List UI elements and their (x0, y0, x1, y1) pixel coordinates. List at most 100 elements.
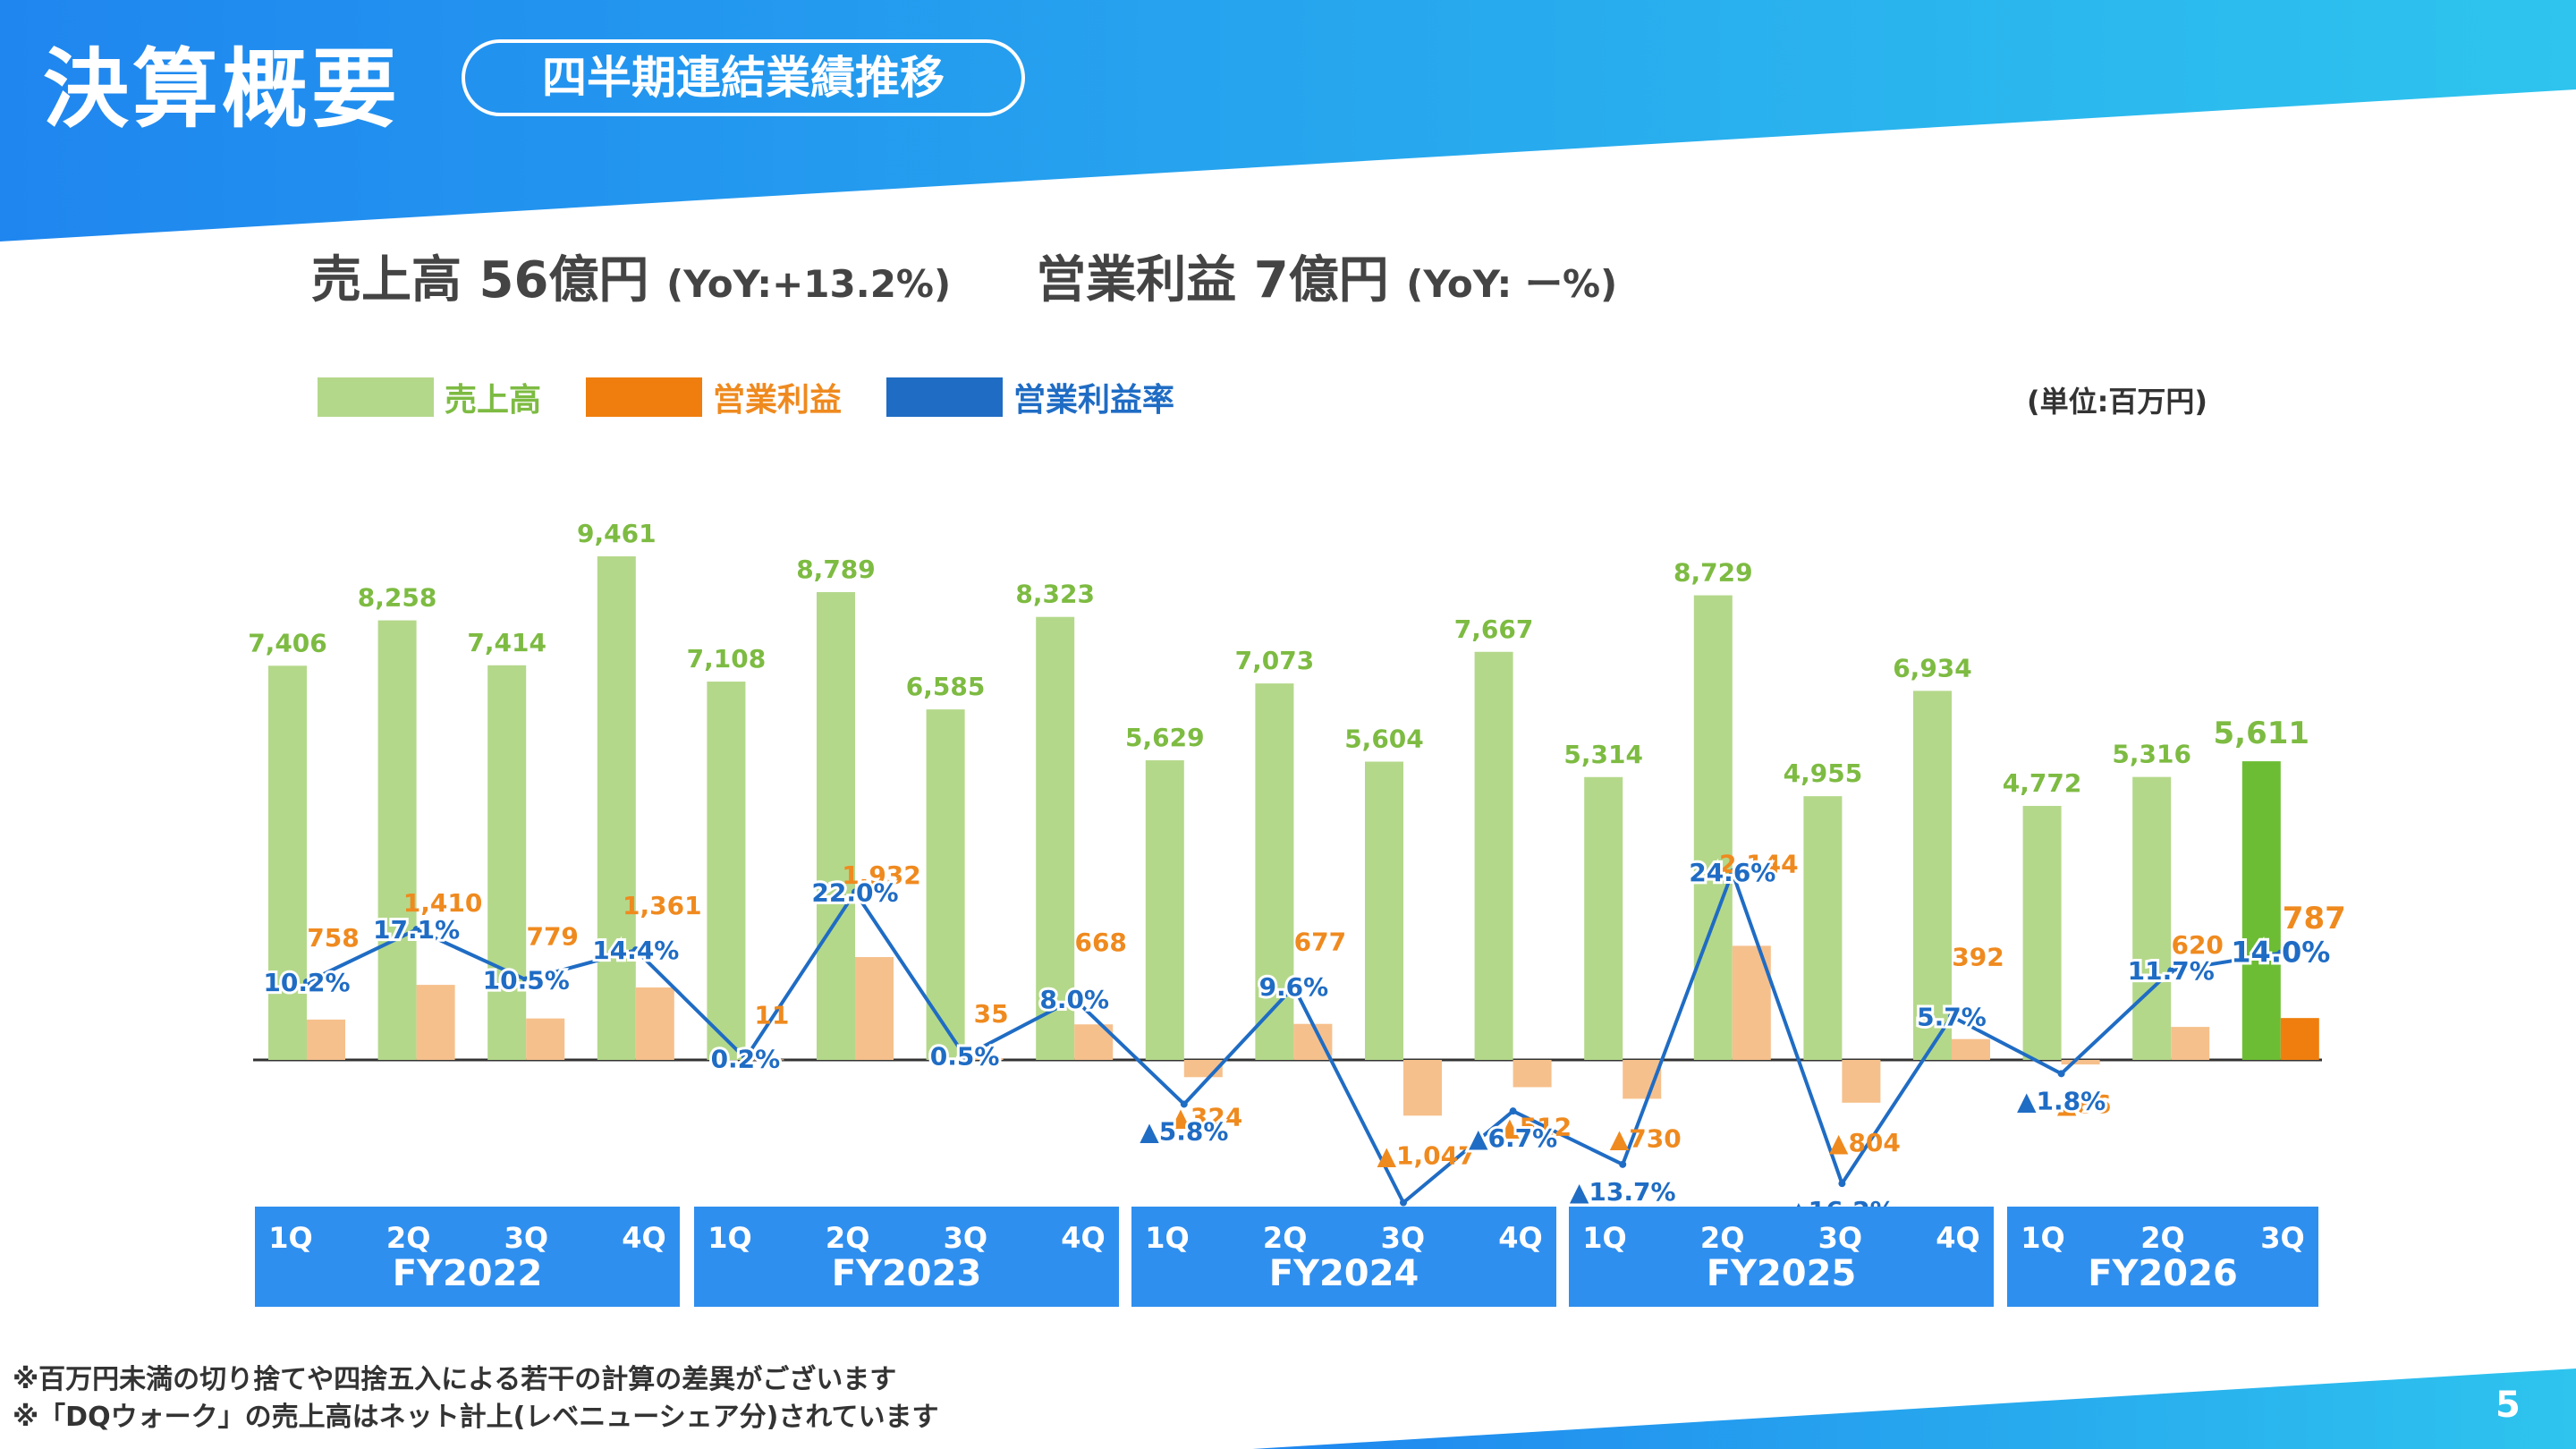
sales-bar (2132, 776, 2172, 1060)
op-margin-value-label: 14.0% (2231, 936, 2330, 970)
op-profit-value-label: 392 (1952, 943, 2004, 972)
sales-value-label: 8,789 (796, 555, 876, 584)
fiscal-year-box (2007, 1207, 2318, 1307)
quarter-tick-label: 2Q (1263, 1221, 1307, 1255)
op-margin-value-label: 14.4% (592, 936, 679, 965)
op-profit-bar (1513, 1060, 1552, 1088)
page-number: 5 (2496, 1385, 2521, 1426)
sales-value-label: 5,316 (2112, 740, 2191, 769)
op-profit-bar (307, 1019, 345, 1060)
fiscal-year-box (255, 1207, 680, 1307)
op-profit-yoy: (YoY: ー%) (1406, 262, 1618, 306)
op-profit-bar (526, 1018, 565, 1060)
op-profit-value-label: ▲1,047 (1377, 1140, 1475, 1170)
op-profit-value-label: 620 (2171, 930, 2223, 960)
op-margin-point (1728, 869, 1736, 877)
op-profit-summary: 営業利益 7億円 (1036, 251, 1389, 309)
op-profit-bar (635, 987, 674, 1060)
sales-bar (1803, 796, 1843, 1060)
op-profit-value-label: 758 (307, 923, 359, 953)
op-margin-point (1619, 1160, 1627, 1168)
sales-bar (1474, 651, 1513, 1060)
op-margin-value-label: 17.1% (373, 915, 460, 945)
op-profit-value-label: 11 (754, 1000, 789, 1030)
op-profit-value-label: 668 (1074, 928, 1126, 957)
fiscal-year-label: FY2022 (393, 1253, 543, 1294)
header-background (0, 0, 2576, 242)
footnotes: ※百万円未満の切り捨てや四捨五入による若干の計算の差異がございます ※「DQウォ… (13, 1361, 939, 1436)
unit-label: (単位:百万円) (2027, 385, 2208, 419)
op-profit-value-label: 1,361 (623, 891, 702, 920)
op-profit-value-label: ▲730 (1610, 1123, 1682, 1153)
page-title: 決算概要 (43, 39, 401, 140)
op-profit-value-label: ▲804 (1829, 1128, 1901, 1157)
sales-value-label: 7,414 (467, 628, 547, 657)
quarter-tick-label: 1Q (708, 1221, 751, 1255)
sales-value-label: 5,314 (1563, 740, 1643, 769)
op-profit-bar (1293, 1023, 1333, 1060)
quarter-tick-label: 2Q (1700, 1221, 1744, 1255)
sales-bar (1145, 760, 1184, 1060)
op-profit-value-label: 787 (2283, 901, 2346, 936)
quarter-tick-label: 1Q (2021, 1221, 2064, 1255)
fiscal-year-label: FY2026 (2088, 1253, 2238, 1294)
summary-headline: 売上高 56億円 (YoY:+13.2%) 営業利益 7億円 (YoY: ー%) (311, 240, 1617, 312)
footnote-dq-walk: ※「DQウォーク」の売上高はネット計上(レベニューシェア分)されています (13, 1402, 939, 1433)
quarter-tick-label: 3Q (944, 1221, 987, 1255)
op-margin-point (2167, 967, 2175, 975)
sales-value-label: 6,585 (906, 672, 986, 701)
op-margin-value-label: ▲5.8% (1140, 1116, 1228, 1146)
op-profit-bar (745, 1059, 784, 1061)
op-margin-value-label: 11.7% (2128, 956, 2215, 986)
sales-value-label: 7,073 (1235, 646, 1315, 675)
sales-bar (707, 682, 746, 1060)
op-margin-value-label: ▲6.7% (1469, 1123, 1557, 1153)
op-margin-point (852, 888, 859, 896)
fiscal-year-label: FY2023 (832, 1253, 982, 1294)
header-banner (0, 0, 2576, 242)
quarter-tick-label: 1Q (268, 1221, 312, 1255)
op-profit-value-label: 677 (1294, 928, 1346, 957)
op-profit-bar (1952, 1038, 1990, 1060)
sales-value-label: 5,629 (1125, 723, 1205, 752)
legend-item-op-profit: 営業利益 (586, 374, 842, 420)
sales-bar (2022, 806, 2062, 1060)
op-margin-point (1400, 1199, 1407, 1207)
fiscal-year-box (1569, 1207, 1994, 1307)
sales-bar (487, 665, 527, 1060)
op-margin-point (1290, 983, 1298, 991)
sales-bar (1693, 595, 1733, 1060)
op-margin-value-label: 10.2% (263, 968, 350, 997)
sales-bar (377, 620, 417, 1060)
op-margin-value-label: 24.6% (1689, 858, 1775, 887)
op-margin-point (1838, 1180, 1846, 1188)
op-profit-value-label: ▲324 (1171, 1102, 1242, 1131)
op-profit-value-label: ▲512 (1500, 1112, 1572, 1141)
fiscal-year-box (694, 1207, 1119, 1307)
legend-swatch-op-profit (586, 377, 702, 417)
op-margin-value-label: 10.5% (483, 965, 570, 995)
sales-bar (597, 556, 636, 1060)
op-margin-value-label: 22.0% (811, 877, 898, 907)
legend-item-sales: 売上高 (318, 374, 541, 420)
op-profit-bar (1842, 1060, 1881, 1103)
quarter-tick-label: 1Q (1145, 1221, 1189, 1255)
quarter-tick-label: 3Q (504, 1221, 548, 1255)
sales-value-label: 9,461 (577, 519, 657, 548)
sales-bar (1584, 776, 1623, 1060)
op-profit-bar (855, 957, 894, 1060)
quarter-tick-label: 1Q (1582, 1221, 1626, 1255)
op-margin-point (2057, 1070, 2065, 1078)
op-margin-point (631, 946, 640, 954)
footnote-rounding: ※百万円未満の切り捨てや四捨五入による若干の計算の差異がございます (13, 1364, 897, 1395)
legend-label-sales: 売上高 (445, 382, 542, 419)
fiscal-year-label: FY2024 (1269, 1253, 1419, 1294)
sales-value-label: 5,611 (2214, 716, 2310, 751)
sales-bar (1255, 683, 1294, 1060)
legend-item-op-margin: 営業利益率 (886, 374, 1174, 420)
sales-value-label: 4,772 (2003, 768, 2082, 798)
sales-yoy: (YoY:+13.2%) (665, 262, 952, 306)
op-margin-point (1071, 995, 1079, 1003)
sales-value-label: 4,955 (1784, 758, 1863, 788)
